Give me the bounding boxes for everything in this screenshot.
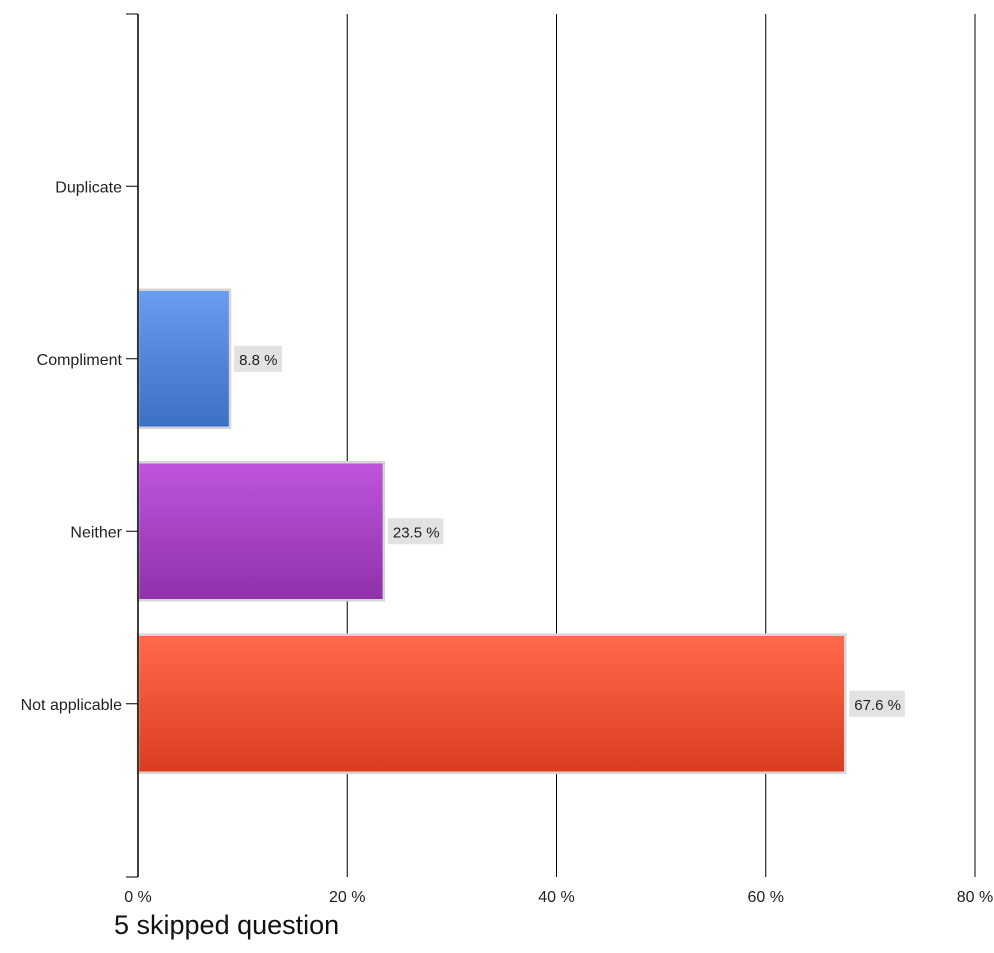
category-label: Neither	[70, 524, 122, 541]
bar-not-applicable	[136, 633, 847, 774]
x-tick-label: 40 %	[538, 889, 574, 906]
bar-neither	[136, 461, 386, 602]
data-label-box	[849, 690, 905, 717]
x-tick-label: 20 %	[329, 889, 365, 906]
skipped-question-note: 5 skipped question	[114, 910, 340, 940]
data-label: 67.6 %	[854, 697, 901, 714]
data-label: 8.8 %	[239, 352, 277, 369]
x-tick-label: 60 %	[748, 889, 784, 906]
category-label: Not applicable	[21, 697, 123, 714]
category-label: Compliment	[37, 352, 123, 369]
x-tick-label: 80 %	[957, 889, 993, 906]
data-label-box	[387, 518, 444, 545]
data-label: 23.5 %	[393, 524, 440, 541]
category-label: Duplicate	[55, 179, 122, 196]
bar-compliment	[136, 288, 232, 429]
data-label-box	[234, 345, 283, 372]
x-tick-label: 0 %	[124, 889, 152, 906]
